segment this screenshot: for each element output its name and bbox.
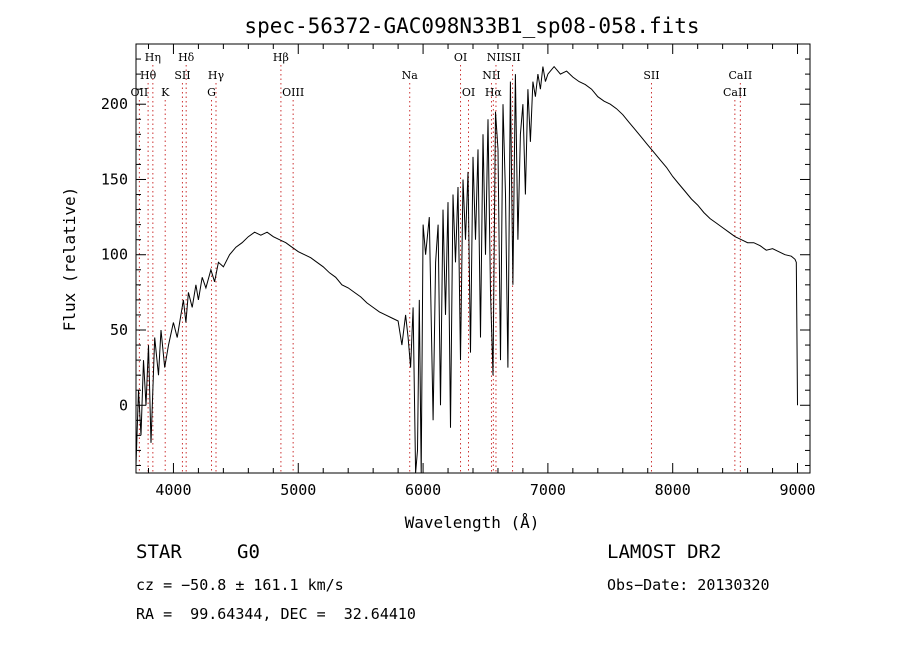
spectral-line-label: OII xyxy=(131,86,149,99)
x-tick-label: 7000 xyxy=(530,481,566,499)
y-tick-label: 0 xyxy=(119,396,128,414)
spectral-line-label: SII xyxy=(643,69,659,82)
y-tick-label: 150 xyxy=(101,170,128,188)
object-subclass: G0 xyxy=(237,541,260,563)
spectral-line-label: Hβ xyxy=(273,51,289,64)
x-tick-label: 5000 xyxy=(280,481,316,499)
plot-frame xyxy=(135,43,811,474)
spectral-line-label: NII xyxy=(487,51,505,64)
spectral-line-label: CaII xyxy=(723,86,747,99)
x-axis-label: Wavelength (Å) xyxy=(405,513,540,532)
redshift-velocity: cz = −50.8 ± 161.1 km/s xyxy=(136,576,344,594)
spectral-line-label: CaII xyxy=(729,69,753,82)
axis-ticks: 4000 5000 6000 7000 8000 9000 0 50 100 150 200 xyxy=(101,44,816,499)
spectral-line-label: OI xyxy=(454,51,467,64)
coordinates: RA = 99.64344, DEC = 32.64410 xyxy=(136,605,416,623)
spectrum-line xyxy=(135,65,798,474)
x-tick-label: 8000 xyxy=(655,481,691,499)
x-tick-label: 9000 xyxy=(779,481,815,499)
spectral-line-label: SII xyxy=(504,51,520,64)
spectral-line-label: Hγ xyxy=(208,69,225,82)
y-tick-label: 50 xyxy=(110,321,128,339)
data-release: LAMOST DR2 xyxy=(607,541,722,563)
spectral-line-label: G xyxy=(207,86,216,99)
spectral-line-label: OIII xyxy=(282,86,304,99)
x-tick-label: 6000 xyxy=(405,481,441,499)
observation-date: Obs−Date: 20130320 xyxy=(607,576,770,594)
x-tick-label: 4000 xyxy=(155,481,191,499)
y-tick-label: 200 xyxy=(101,95,128,113)
spectral-line-label: Na xyxy=(402,69,419,82)
spectral-line-label: K xyxy=(161,86,170,99)
spectral-line-label: SII xyxy=(174,69,190,82)
chart-title: spec-56372-GAC098N33B1_sp08-058.fits xyxy=(244,14,699,38)
y-tick-label: 100 xyxy=(101,246,128,264)
spectral-line-label: Hδ xyxy=(178,51,195,64)
spectral-line-label: Hθ xyxy=(140,69,157,82)
y-axis-label: Flux (relative) xyxy=(60,187,79,332)
spectral-line-label: NII xyxy=(482,69,500,82)
spectral-line-label: Hη xyxy=(145,51,161,64)
spectral-line-label: OI xyxy=(462,86,475,99)
spectral-line-label: Hα xyxy=(485,86,503,99)
object-type: STAR xyxy=(136,541,182,563)
